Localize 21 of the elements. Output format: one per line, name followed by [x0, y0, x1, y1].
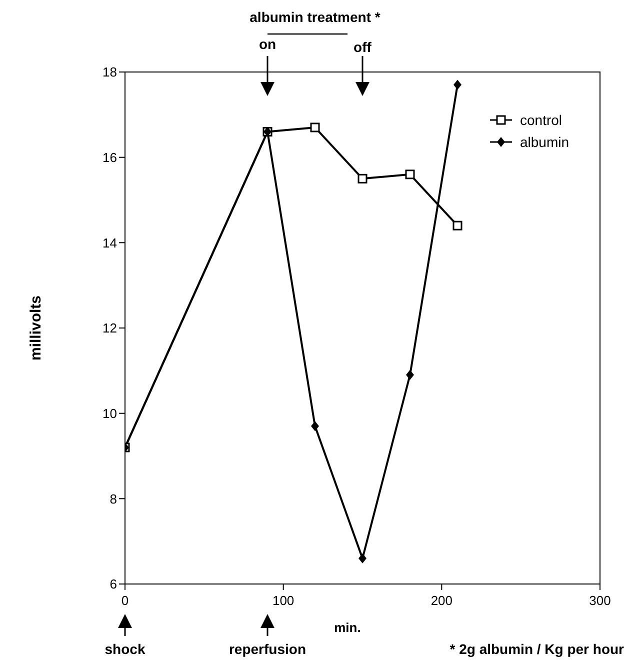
y-tick-label: 16: [102, 150, 117, 165]
text: albumin treatment *: [250, 9, 381, 25]
y-tick-label: 8: [110, 491, 117, 506]
x-tick-label: 200: [430, 593, 453, 608]
y-tick-label: 12: [102, 320, 117, 336]
legend-label: albumin: [520, 134, 570, 150]
x-axis-title: min.: [334, 620, 361, 635]
text: * 2g albumin / Kg per hour: [450, 641, 625, 657]
text: off: [354, 39, 372, 55]
legend-label: control: [520, 112, 562, 128]
y-axis-title: millivolts: [27, 295, 44, 361]
text: on: [258, 36, 276, 52]
x-tick-label: 0: [121, 593, 129, 608]
text: reperfusion: [228, 641, 306, 657]
text: shock: [104, 641, 146, 657]
y-tick-label: 18: [102, 64, 117, 80]
y-tick-label: 14: [102, 235, 117, 250]
x-tick-label: 100: [272, 593, 294, 608]
y-tick-label: 10: [102, 406, 117, 421]
x-tick-label: 300: [589, 593, 611, 608]
y-tick-label: 6: [110, 576, 117, 592]
